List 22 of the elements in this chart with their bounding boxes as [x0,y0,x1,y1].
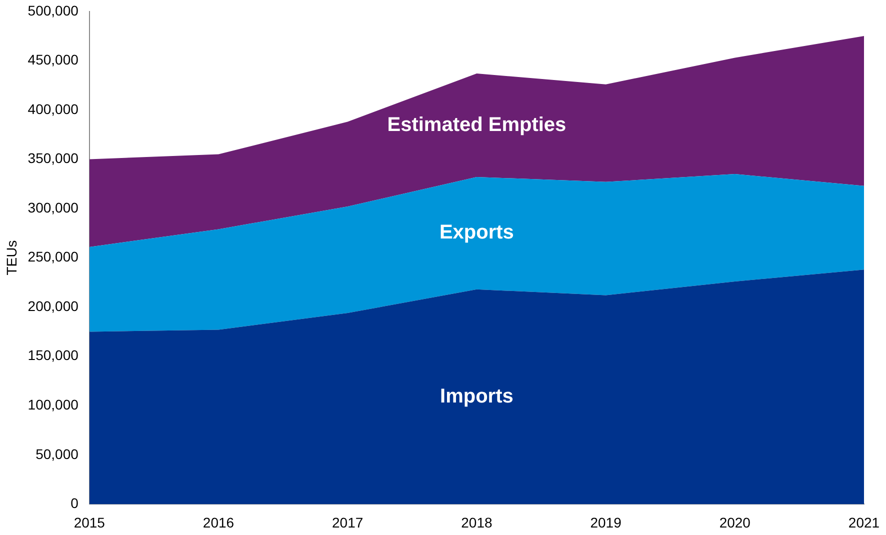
x-tick-label: 2021 [848,514,880,530]
x-tick-label: 2017 [332,514,364,530]
series-label: Estimated Empties [387,114,566,136]
y-tick-label: 0 [70,495,79,512]
series-label: Imports [440,385,514,408]
y-axis-title: TEUs [3,240,20,276]
x-tick-label: 2020 [719,514,751,530]
y-tick-label: 100,000 [28,396,79,412]
y-tick-label: 300,000 [28,199,79,216]
y-tick-label: 150,000 [28,347,79,364]
y-tick-label: 500,000 [28,2,79,18]
x-tick-label: 2016 [202,514,234,530]
y-tick-label: 200,000 [28,298,79,314]
x-tick-label: 2015 [74,514,106,530]
x-tick-label: 2018 [461,514,492,530]
y-tick-label: 400,000 [28,100,79,117]
x-tick-label: 2019 [590,514,622,530]
series-label: Exports [439,222,514,244]
y-tick-label: 450,000 [28,52,79,68]
y-tick-label: 350,000 [28,150,79,166]
y-tick-label: 50,000 [36,446,79,462]
y-tick-label: 250,000 [28,248,79,265]
